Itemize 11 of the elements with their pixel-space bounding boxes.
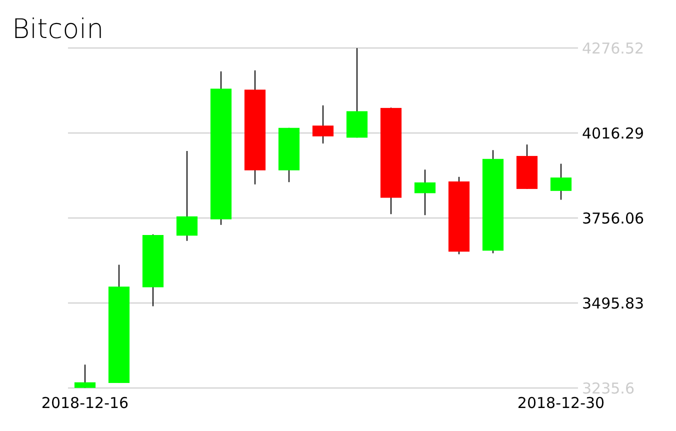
candlestick	[550, 163, 572, 200]
x-tick-label: 2018-12-16	[41, 394, 129, 412]
chart-title: Bitcoin	[12, 14, 104, 45]
y-tick-label: 4016.29	[582, 124, 644, 142]
y-tick-label: 3495.83	[582, 294, 644, 312]
candlestick	[176, 150, 198, 242]
x-tick-label: 2018-12-30	[517, 394, 605, 412]
y-tick-label: 3756.06	[582, 209, 644, 228]
candlestick	[414, 169, 436, 216]
candlestick	[312, 104, 334, 144]
candlestick	[74, 364, 96, 388]
